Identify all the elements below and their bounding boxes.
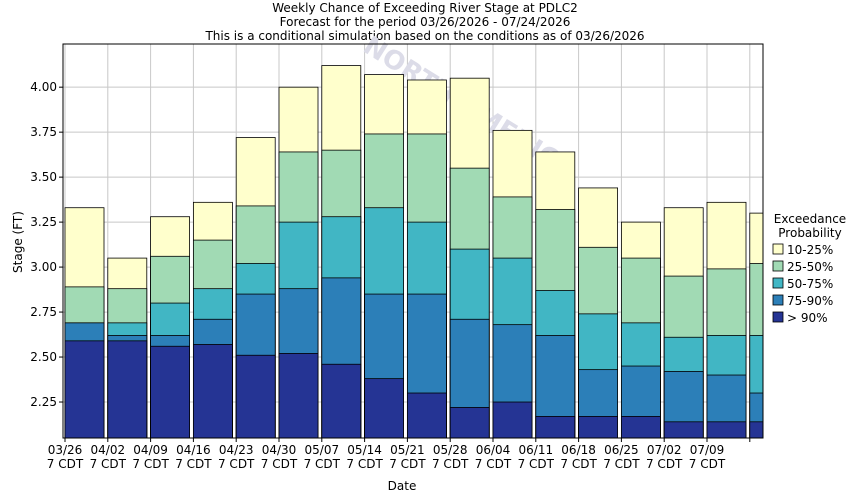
bar-segment: [749, 421, 764, 439]
bar-segment: [321, 363, 362, 439]
bar-segment: [235, 354, 276, 439]
bar-segment: [192, 344, 233, 439]
bar-segment: [621, 416, 661, 439]
chart-title-line3: This is a conditional simulation based o…: [205, 29, 645, 43]
bar-series: [64, 65, 764, 439]
x-tick-label-time: 7 CDT: [432, 457, 469, 471]
y-tick-label: 3.75: [30, 125, 57, 139]
y-tick-label: 2.50: [30, 350, 57, 364]
bar-segment: [150, 345, 191, 439]
legend: Exceedance Probability 10-25% 25-50% 50-75…: [772, 212, 846, 325]
x-tick-label: 04/02: [91, 443, 126, 457]
legend-swatch: [772, 243, 784, 255]
x-tick-label: 04/23: [219, 443, 254, 457]
x-tick-label-time: 7 CDT: [389, 457, 426, 471]
legend-swatch: [772, 260, 784, 272]
x-tick-label: 07/02: [647, 443, 682, 457]
x-tick-label: 06/11: [519, 443, 554, 457]
legend-label: > 90%: [787, 311, 828, 325]
x-tick-label: 05/28: [433, 443, 468, 457]
bar-segment: [492, 401, 533, 439]
bar-segment: [364, 378, 405, 439]
y-tick-label: 3.25: [30, 215, 57, 229]
x-tick-label-time: 7 CDT: [475, 457, 512, 471]
x-tick-label: 06/04: [476, 443, 511, 457]
legend-title-line1: Exceedance: [774, 212, 846, 226]
x-tick-label-time: 7 CDT: [560, 457, 597, 471]
x-tick-label-time: 7 CDT: [304, 457, 341, 471]
legend-label: 75-90%: [787, 294, 833, 308]
bar-segment: [107, 340, 148, 439]
x-tick-label-time: 7 CDT: [90, 457, 127, 471]
x-tick-label: 04/30: [262, 443, 297, 457]
x-tick-label-time: 7 CDT: [646, 457, 683, 471]
x-tick-label: 05/07: [305, 443, 340, 457]
x-tick-label-time: 7 CDT: [603, 457, 640, 471]
y-tick-label: 3.00: [30, 260, 57, 274]
y-axis-label: Stage (FT): [11, 211, 25, 273]
x-tick-label: 03/26: [48, 443, 83, 457]
bar-segment: [578, 416, 618, 439]
bar-segment: [535, 416, 576, 439]
x-tick-label-time: 7 CDT: [518, 457, 555, 471]
bar-segment: [64, 340, 105, 439]
legend-swatch: [772, 311, 784, 323]
x-tick-label: 07/09: [690, 443, 725, 457]
legend-swatch: [772, 294, 784, 306]
legend-swatch: [772, 277, 784, 289]
x-tick-label: 04/16: [176, 443, 211, 457]
bar-segment: [278, 353, 319, 439]
bar-segment: [406, 392, 447, 439]
legend-label: 50-75%: [787, 277, 833, 291]
legend-label: 25-50%: [787, 260, 833, 274]
x-tick-label-time: 7 CDT: [261, 457, 298, 471]
x-tick-label-time: 7 CDT: [689, 457, 726, 471]
legend-title-line2: Probability: [778, 226, 841, 240]
x-tick-label-time: 7 CDT: [346, 457, 383, 471]
y-tick-label: 2.75: [30, 305, 57, 319]
x-tick-label-time: 7 CDT: [175, 457, 212, 471]
y-tick-label: 3.50: [30, 170, 57, 184]
x-tick-label: 05/21: [390, 443, 425, 457]
bar-segment: [449, 407, 490, 439]
x-tick-label: 06/25: [604, 443, 639, 457]
legend-label: 10-25%: [787, 243, 833, 257]
y-tick-label: 4.00: [30, 80, 57, 94]
x-axis-label: Date: [388, 479, 417, 493]
x-tick-label-time: 7 CDT: [47, 457, 84, 471]
bar-segment: [663, 421, 704, 439]
chart-title-line1: Weekly Chance of Exceeding River Stage a…: [272, 1, 578, 15]
x-tick-label-time: 7 CDT: [132, 457, 169, 471]
x-tick-label-time: 7 CDT: [218, 457, 255, 471]
y-tick-label: 2.25: [30, 395, 57, 409]
plot-frame: [62, 43, 764, 439]
x-tick-label: 04/09: [133, 443, 168, 457]
bar-segment: [706, 421, 747, 439]
x-tick-label: 06/18: [561, 443, 596, 457]
chart-title-line2: Forecast for the period 03/26/2026 - 07/…: [279, 15, 571, 29]
x-tick-label: 05/14: [347, 443, 382, 457]
